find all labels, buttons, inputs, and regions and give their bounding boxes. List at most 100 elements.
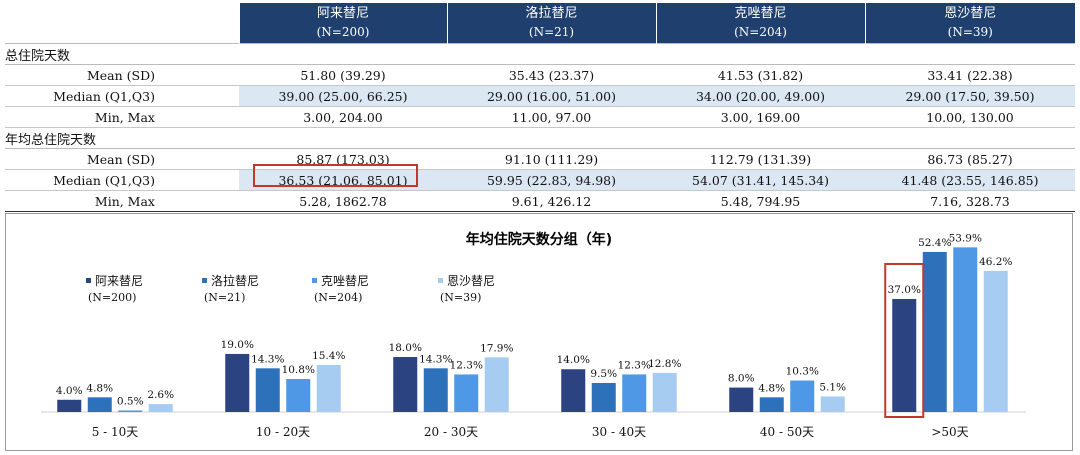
bar [148,404,173,412]
legend-swatch [438,278,443,283]
statistics-table: 阿来替尼 (N=200) 洛拉替尼 (N=21) 克唑替尼 (N=204) 恩沙替尼(… [5,3,1075,212]
table-cell: 91.10 (111.29) [447,148,656,170]
table-cell: 33.41 (22.38) [865,64,1075,86]
x-tick-label: 5 - 10天 [92,425,139,439]
data-label: 53.9% [949,232,982,244]
bar [652,372,677,412]
header-blank-cell [5,3,239,44]
bar [454,374,479,412]
bar [225,353,250,412]
table-cell: 51.80 (39.29) [239,64,447,86]
bar [87,397,112,412]
table-cell: 29.00 (17.50, 39.50) [865,85,1075,107]
table-cell: 41.53 (31.82) [656,64,865,86]
table-cell: 35.43 (23.37) [447,64,656,86]
data-label: 52.4% [918,237,951,249]
legend-label: 克唑替尼 [321,274,369,288]
chart-panel: 年均住院天数分组（年) 4.0% 4.8% 0.5% 2.6% 5 - 10天 19.0% 1… [5,213,1073,451]
section-row-total-days: 总住院天数 [5,43,1075,65]
legend-label: 洛拉替尼 [211,273,259,288]
section-title: 年均总住院天数 [5,127,1075,149]
bar [790,380,815,412]
data-label: 4.0% [56,385,83,397]
bar [316,364,341,412]
bar [57,399,82,412]
header-cell-drug-2: 洛拉替尼 (N=21) [446,3,656,44]
bar [820,396,845,412]
row-label: Min, Max [5,190,239,212]
legend-sample-size: (N=21) [204,291,245,304]
data-label: 5.1% [819,381,846,393]
table-cell: 29.00 (16.00, 51.00) [447,85,656,107]
section-row-annual-days: 年均总住院天数 [5,127,1075,149]
bar [286,379,311,412]
row-label: Median (Q1,Q3) [5,85,239,107]
bar [729,387,754,412]
table-cell: 7.16, 328.73 [865,190,1075,212]
data-label: 15.4% [312,350,345,362]
bar-highlight-box [884,262,925,419]
legend-swatch [202,278,207,283]
x-tick-label: >50天 [931,425,968,439]
table-cell: 9.61, 426.12 [447,190,656,212]
table-cell: 41.48 (23.55, 146.85) [865,169,1075,191]
row-label: Min, Max [5,106,239,128]
x-tick-label: 30 - 40天 [592,425,646,439]
table-cell: 86.73 (85.27) [865,148,1075,170]
table-cell: 54.07 (31.41, 145.34) [656,169,865,191]
table-header-row: 阿来替尼 (N=200) 洛拉替尼 (N=21) 克唑替尼 (N=204) 恩沙替尼(… [5,3,1075,44]
x-tick-label: 40 - 50天 [760,425,814,439]
bar [622,374,647,412]
header-cell-drug-4: 恩沙替尼 (N=39) [864,3,1075,44]
legend-sample-size: (N=200) [88,291,136,304]
bar [953,247,978,412]
bar [393,357,418,412]
table-cell: 112.79 (131.39) [656,148,865,170]
data-label: 0.5% [117,395,144,407]
bar [922,251,947,412]
median-highlight-box [253,164,418,187]
table-row: Median (Q1,Q3) 36.53 (21.06, 85.01) 59.9… [5,169,1075,191]
table-cell: 3.00, 204.00 [239,106,447,128]
legend-swatch [86,278,91,283]
data-label: 10.3% [786,366,819,378]
table-row: Min, Max 5.28, 1862.78 9.61, 426.12 5.48… [5,190,1075,212]
data-label: 10.8% [282,364,315,376]
data-label: 8.0% [728,373,755,385]
legend-label: 阿来替尼 [95,274,143,288]
row-label: Mean (SD) [5,148,239,170]
legend-label: 恩沙替尼 [447,274,495,288]
data-label: 12.3% [618,359,651,371]
data-label: 37.0% [888,284,921,296]
data-label: 2.6% [147,389,174,401]
bar [892,298,917,412]
data-label: 12.8% [648,358,681,370]
bar-chart: 年均住院天数分组（年)4.0% 4.8%0.5%2.6%5 - 10天19.0%1… [41,231,1026,439]
row-label: Mean (SD) [5,64,239,86]
data-label: 18.0% [389,342,422,354]
data-label: 12.3% [450,359,483,371]
table-cell: 3.00, 169.00 [656,106,865,128]
section-title: 总住院天数 [5,43,1075,65]
legend-swatch [312,278,317,283]
table-row: Mean (SD) 51.80 (39.29) 35.43 (23.37) 41… [5,64,1075,86]
legend-sample-size: (N=39) [440,291,481,304]
legend-sample-size: (N=204) [314,291,362,304]
bar [561,369,586,412]
table-cell: 59.95 (22.83, 94.98) [447,169,656,191]
bar [484,357,509,412]
chart-title: 年均住院天数分组（年) [466,231,612,248]
data-label: 9.5% [590,368,617,380]
data-label: 14.0% [557,354,590,366]
table-cell: 39.00 (25.00, 66.25) [239,85,447,107]
data-label: 14.3% [251,353,284,365]
data-label: 19.0% [221,339,254,351]
bar [423,368,448,412]
table-cell: 11.00, 97.00 [447,106,656,128]
table-row: Median (Q1,Q3) 39.00 (25.00, 66.25) 29.0… [5,85,1075,107]
data-label: 17.9% [480,342,513,354]
table-cell: 5.48, 794.95 [656,190,865,212]
table-row: Min, Max 3.00, 204.00 11.00, 97.00 3.00,… [5,106,1075,128]
row-label: Median (Q1,Q3) [5,169,239,191]
bar [591,382,616,412]
